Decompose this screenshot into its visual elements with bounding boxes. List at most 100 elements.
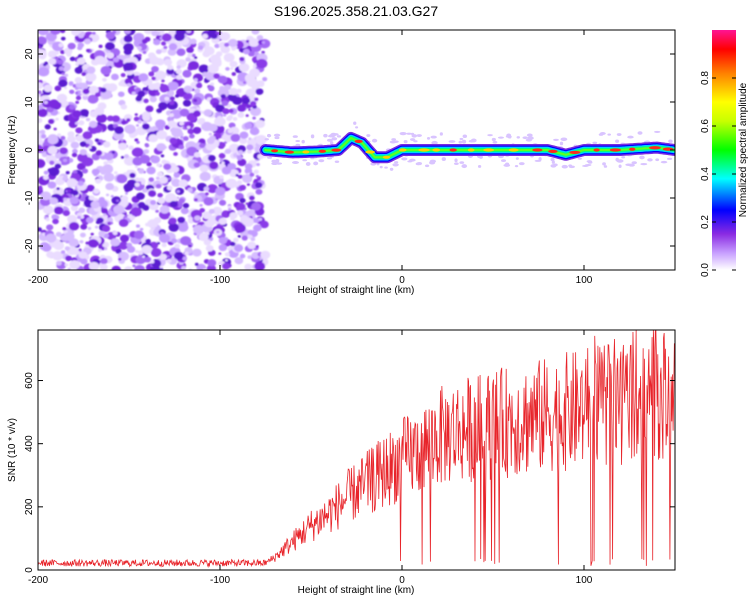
track-halo-speck <box>618 164 622 169</box>
noise-speck <box>205 245 214 252</box>
noise-speck <box>171 238 178 244</box>
noise-speck <box>86 184 95 192</box>
x-tick-label: 100 <box>576 575 593 586</box>
track-halo-speck <box>516 136 520 139</box>
noise-speck <box>182 136 189 141</box>
noise-speck <box>144 36 151 42</box>
noise-speck <box>129 132 136 139</box>
track-halo-speck <box>602 162 606 166</box>
track-halo-speck <box>429 159 437 163</box>
noise-speck <box>80 223 88 230</box>
noise-speck <box>98 197 105 203</box>
noise-speck <box>146 166 156 175</box>
noise-speck <box>206 137 215 145</box>
noise-speck <box>93 188 100 194</box>
noise-speck <box>114 171 118 175</box>
noise-speck <box>145 238 151 244</box>
track-halo-speck <box>492 140 498 144</box>
noise-speck <box>168 223 179 232</box>
noise-speck <box>223 114 227 117</box>
noise-speck <box>116 174 128 184</box>
noise-speck <box>217 88 230 98</box>
noise-speck <box>253 178 258 182</box>
noise-speck <box>178 144 185 150</box>
noise-speck <box>103 172 115 182</box>
noise-speck <box>125 192 128 195</box>
noise-speck <box>96 113 107 123</box>
noise-speck <box>171 127 183 138</box>
noise-speck <box>57 59 64 65</box>
track-halo-speck <box>292 135 298 138</box>
noise-speck <box>227 205 232 209</box>
noise-speck <box>187 53 193 58</box>
noise-speck <box>201 121 213 132</box>
noise-speck <box>181 265 187 270</box>
noise-speck <box>171 178 181 187</box>
noise-speck <box>167 48 177 56</box>
noise-speck <box>40 191 52 201</box>
noise-speck <box>38 227 42 232</box>
noise-speck <box>44 124 51 130</box>
track-halo-speck <box>560 137 568 142</box>
noise-speck <box>239 56 245 62</box>
noise-speck <box>255 245 259 248</box>
colorbar-tick-label: 0.0 <box>700 263 711 277</box>
noise-speck <box>60 36 66 41</box>
noise-speck <box>145 105 154 113</box>
noise-speck <box>184 251 189 256</box>
noise-speck <box>87 226 92 230</box>
noise-speck <box>248 195 255 201</box>
track-halo-speck <box>326 157 333 160</box>
noise-speck <box>159 265 163 269</box>
track-halo-speck <box>559 141 564 146</box>
noise-speck <box>170 66 174 70</box>
track-halo-speck <box>514 165 519 168</box>
noise-speck <box>157 242 161 245</box>
noise-speck <box>98 248 102 252</box>
track-halo-speck <box>654 130 661 133</box>
noise-speck <box>90 232 94 236</box>
noise-speck <box>67 42 76 50</box>
noise-speck <box>47 181 57 189</box>
noise-speck <box>57 133 62 137</box>
track-halo-speck <box>403 139 408 144</box>
noise-speck <box>255 88 264 95</box>
noise-speck <box>193 198 198 202</box>
noise-speck <box>242 97 251 104</box>
noise-speck <box>120 73 126 78</box>
noise-speck <box>126 242 133 248</box>
noise-speck <box>38 159 46 169</box>
noise-speck <box>124 30 132 34</box>
track-halo-speck <box>401 157 408 161</box>
noise-speck <box>102 164 114 174</box>
y-tick-label: 600 <box>24 372 35 389</box>
noise-speck <box>151 65 159 73</box>
noise-speck <box>251 202 261 211</box>
noise-speck <box>228 143 240 153</box>
noise-speck <box>110 221 114 225</box>
noise-speck <box>135 224 140 228</box>
noise-speck <box>63 86 68 90</box>
y-tick-label: 0 <box>24 567 35 573</box>
noise-speck <box>123 35 133 43</box>
noise-speck <box>185 154 190 158</box>
noise-speck <box>210 54 221 64</box>
noise-speck <box>176 65 181 69</box>
track-halo-speck <box>647 158 653 162</box>
noise-speck <box>237 235 241 238</box>
noise-speck <box>163 146 167 149</box>
track-halo-speck <box>416 134 422 137</box>
track-halo-speck <box>461 164 468 169</box>
track-hotspot <box>318 149 327 153</box>
track-hotspot <box>432 148 441 152</box>
noise-speck <box>75 127 83 134</box>
track-halo-speck <box>305 161 311 166</box>
noise-speck <box>256 35 264 41</box>
track-halo-speck <box>323 133 328 138</box>
noise-speck <box>230 133 241 142</box>
noise-speck <box>38 82 44 90</box>
track-halo-speck <box>406 132 412 135</box>
noise-speck <box>255 58 268 69</box>
noise-speck <box>63 197 68 201</box>
track-halo-speck <box>302 159 308 162</box>
